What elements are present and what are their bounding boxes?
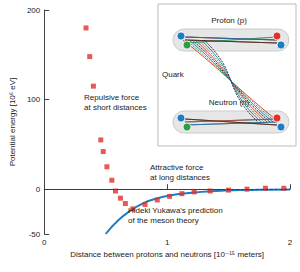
svg-text:of the meson theory: of the meson theory: [128, 216, 199, 225]
svg-text:1: 1: [165, 238, 170, 247]
svg-text:200: 200: [27, 6, 41, 15]
svg-text:Potential energy [10⁶ eV]: Potential energy [10⁶ eV]: [8, 78, 17, 167]
svg-text:Quark: Quark: [162, 70, 185, 79]
svg-text:Neutron (n): Neutron (n): [209, 98, 250, 107]
svg-text:Hideki Yukawa's prediction: Hideki Yukawa's prediction: [128, 206, 223, 215]
svg-text:at short distances: at short distances: [84, 103, 147, 112]
svg-text:100: 100: [27, 95, 41, 104]
svg-text:0: 0: [42, 238, 47, 247]
svg-text:-50: -50: [29, 230, 41, 239]
svg-text:Distance between protons and n: Distance between protons and neutrons [1…: [70, 250, 264, 259]
svg-text:Proton (p): Proton (p): [211, 16, 247, 25]
svg-text:0: 0: [36, 185, 41, 194]
svg-text:Repulsive force: Repulsive force: [84, 93, 140, 102]
svg-text:2: 2: [288, 238, 293, 247]
svg-text:Attractive force: Attractive force: [150, 163, 204, 172]
svg-text:at long distances: at long distances: [150, 173, 210, 182]
